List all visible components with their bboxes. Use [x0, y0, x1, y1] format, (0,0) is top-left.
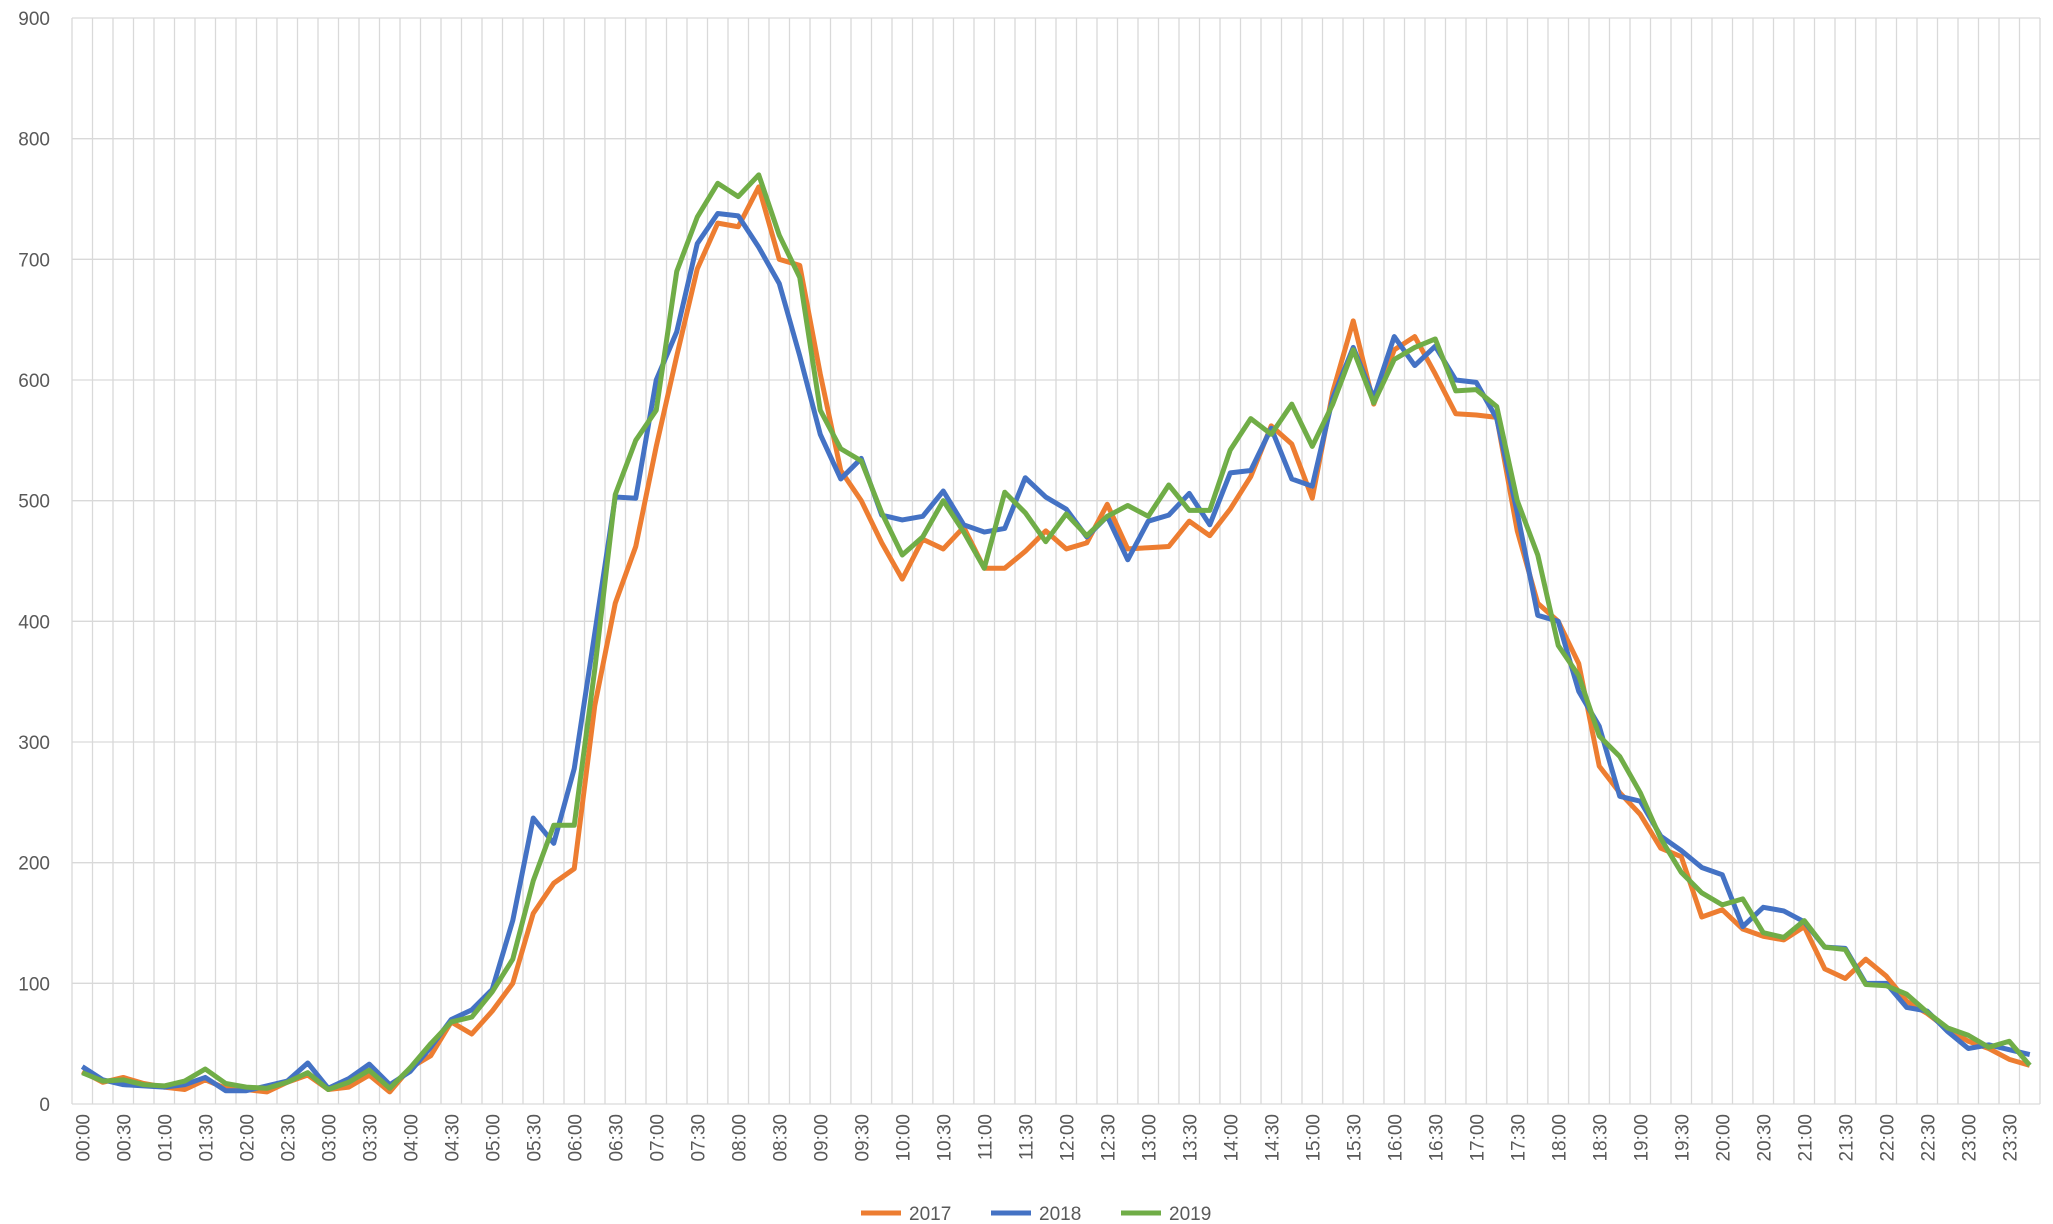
x-tick-label: 01:30 [196, 1114, 217, 1162]
x-tick-label: 06:00 [565, 1114, 586, 1162]
x-tick-label: 08:30 [770, 1114, 791, 1162]
x-tick-label: 18:00 [1549, 1114, 1570, 1162]
x-tick-label: 04:00 [401, 1114, 422, 1162]
x-tick-label: 17:00 [1467, 1114, 1488, 1162]
y-tick-label: 700 [18, 250, 50, 271]
x-tick-label: 05:00 [483, 1114, 504, 1162]
x-tick-label: 01:00 [155, 1114, 176, 1162]
x-tick-label: 06:30 [606, 1114, 627, 1162]
x-tick-label: 23:00 [1959, 1114, 1980, 1162]
x-tick-label: 03:00 [319, 1114, 340, 1162]
x-tick-label: 10:30 [934, 1114, 955, 1162]
y-tick-label: 200 [18, 854, 50, 875]
x-tick-label: 20:00 [1713, 1114, 1734, 1162]
x-tick-label: 20:30 [1754, 1114, 1775, 1162]
x-tick-label: 05:30 [524, 1114, 545, 1162]
x-tick-label: 03:30 [360, 1114, 381, 1162]
x-tick-label: 10:00 [893, 1114, 914, 1162]
x-tick-label: 07:00 [647, 1114, 668, 1162]
legend-label: 2019 [1169, 1204, 1211, 1224]
x-tick-label: 13:30 [1180, 1114, 1201, 1162]
x-tick-label: 14:00 [1221, 1114, 1242, 1162]
x-tick-label: 09:00 [811, 1114, 832, 1162]
series-line [81, 172, 2032, 1093]
x-tick-label: 12:30 [1098, 1114, 1119, 1162]
x-tick-label: 16:00 [1385, 1114, 1406, 1162]
x-tick-label: 02:00 [237, 1114, 258, 1162]
x-tick-label: 11:00 [975, 1114, 996, 1160]
x-tick-label: 08:00 [729, 1114, 750, 1162]
x-tick-label: 04:30 [442, 1114, 463, 1162]
y-tick-label: 900 [18, 9, 50, 30]
y-tick-label: 0 [39, 1095, 50, 1116]
x-tick-label: 00:30 [114, 1114, 135, 1162]
y-tick-label: 800 [18, 130, 50, 151]
x-tick-label: 23:30 [2000, 1114, 2021, 1162]
x-tick-label: 11:30 [1016, 1114, 1037, 1160]
x-tick-label: 13:00 [1139, 1114, 1160, 1162]
x-tick-label: 22:30 [1918, 1114, 1939, 1162]
y-tick-label: 100 [18, 974, 50, 995]
y-tick-label: 300 [18, 733, 50, 754]
x-tick-label: 19:00 [1631, 1114, 1652, 1162]
y-tick-label: 400 [18, 612, 50, 633]
x-tick-label: 15:00 [1303, 1114, 1324, 1162]
x-tick-label: 14:30 [1262, 1114, 1283, 1162]
x-tick-label: 17:30 [1508, 1114, 1529, 1162]
x-tick-label: 18:30 [1590, 1114, 1611, 1162]
x-tick-label: 07:30 [688, 1114, 709, 1162]
x-tick-label: 09:30 [852, 1114, 873, 1162]
legend-label: 2018 [1039, 1204, 1081, 1224]
x-tick-label: 16:30 [1426, 1114, 1447, 1162]
x-tick-label: 15:30 [1344, 1114, 1365, 1162]
legend-label: 2017 [909, 1204, 951, 1224]
x-tick-label: 19:30 [1672, 1114, 1693, 1162]
y-tick-label: 600 [18, 371, 50, 392]
x-tick-label: 21:30 [1836, 1114, 1857, 1162]
x-tick-label: 22:00 [1877, 1114, 1898, 1162]
x-tick-label: 02:30 [278, 1114, 299, 1162]
x-tick-label: 00:00 [73, 1114, 94, 1162]
x-tick-label: 12:00 [1057, 1114, 1078, 1162]
y-tick-label: 500 [18, 492, 50, 513]
x-tick-label: 21:00 [1795, 1114, 1816, 1162]
